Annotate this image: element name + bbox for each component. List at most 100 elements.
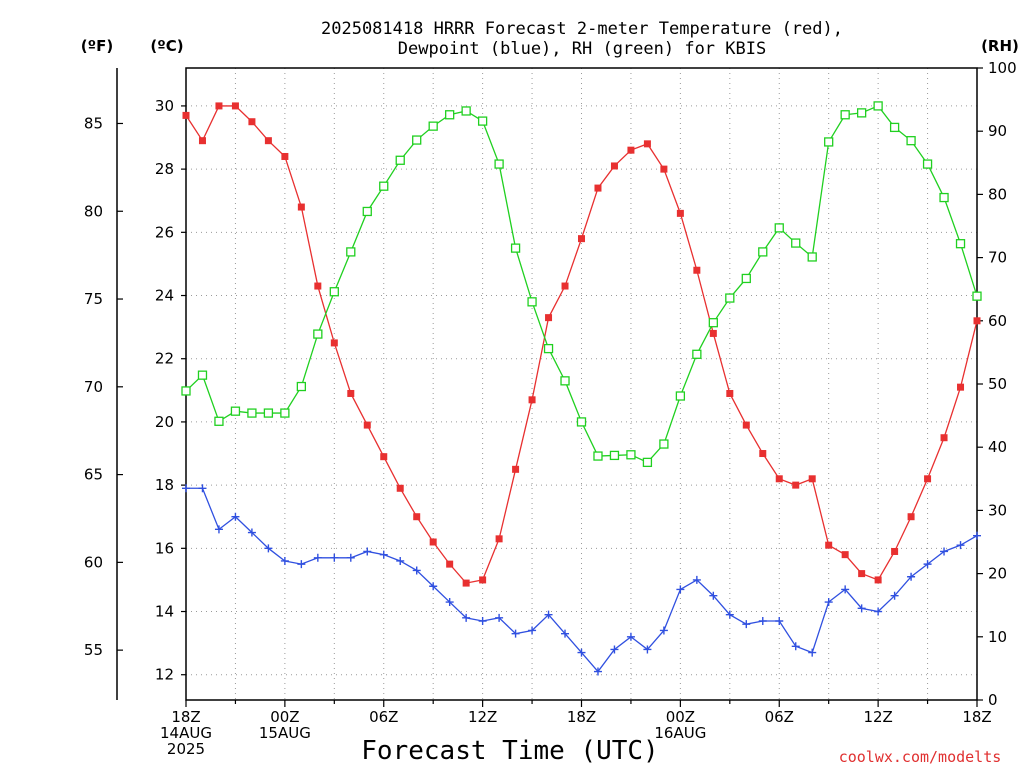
x-tick-label: 06Z: [369, 708, 398, 726]
celsius-tick-label: 28: [155, 160, 174, 178]
rh-point: [675, 391, 686, 401]
grid-lines: [186, 68, 977, 700]
temperature-point: [231, 102, 239, 110]
rh-tick-label: 60: [988, 312, 1007, 330]
dewpoint-point: [676, 585, 685, 594]
rh-point: [527, 297, 537, 307]
rh-point: [708, 318, 718, 328]
dewpoint-point: [231, 512, 240, 521]
temperature-point: [479, 576, 487, 584]
fahrenheit-tick-label: 80: [84, 202, 103, 220]
rh-point: [346, 247, 356, 257]
fahrenheit-tick-label: 85: [84, 114, 103, 132]
fahrenheit-tick-label: 65: [84, 466, 103, 484]
dewpoint-point: [379, 550, 388, 559]
temperature-line: [185, 105, 978, 584]
celsius-tick-label: 14: [155, 603, 174, 621]
temperature-point: [808, 475, 816, 483]
temperature-point: [610, 162, 618, 170]
dewpoint-point: [808, 648, 817, 657]
dewpoint-point: [857, 604, 866, 613]
chart-title-line-2: Dewpoint (blue), RH (green) for KBIS: [398, 39, 766, 59]
temperature-point: [775, 475, 783, 483]
temperature-point: [330, 339, 338, 347]
temperature-point: [396, 484, 404, 492]
dewpoint-point: [626, 632, 635, 641]
rh-point: [263, 408, 274, 418]
temperature-point: [215, 102, 223, 110]
rh-point: [461, 106, 471, 116]
rh-point: [626, 450, 636, 460]
temperature-point: [429, 538, 437, 546]
temperature-point: [462, 579, 470, 587]
rh-point: [428, 121, 438, 131]
rh-tick-label: 80: [988, 185, 1007, 203]
dewpoint-point: [890, 591, 899, 600]
temperature-point: [248, 118, 256, 126]
dewpoint-point: [643, 645, 652, 654]
celsius-tick-label: 26: [155, 223, 174, 241]
dewpoint-point: [429, 582, 438, 591]
dewpoint-point: [478, 617, 487, 625]
rh-point: [214, 416, 224, 426]
rh-point: [922, 159, 933, 169]
rh-tick-label: 90: [988, 122, 1007, 140]
dewpoint-point: [264, 544, 273, 553]
temperature-point: [446, 560, 454, 568]
temperature-point: [726, 389, 734, 397]
temperature-point: [314, 282, 322, 290]
dewpoint-point: [462, 613, 471, 622]
dewpoint-point: [742, 620, 751, 629]
dewpoint-point: [610, 645, 619, 654]
temperature-point: [709, 329, 717, 337]
credit-text[interactable]: coolwx.com/modelts: [839, 748, 1002, 766]
fahrenheit-tick-label: 70: [84, 378, 103, 396]
rh-point: [445, 110, 455, 120]
x-axis-label: Forecast Time (UTC): [361, 736, 658, 766]
rh-tick-label: 70: [988, 249, 1007, 267]
celsius-tick-label: 12: [155, 666, 174, 684]
rh-point: [412, 135, 422, 145]
temperature-point: [973, 317, 981, 325]
dewpoint-point: [973, 531, 981, 540]
dewpoint-point: [940, 547, 949, 556]
rh-point: [609, 450, 620, 461]
rh-point: [181, 386, 191, 396]
rh-point: [230, 406, 241, 416]
celsius-tick-label: 20: [155, 413, 174, 431]
dewpoint-point: [313, 553, 322, 562]
temperature-point: [281, 152, 289, 160]
rh-point: [477, 116, 488, 126]
dewpoint-point: [198, 484, 207, 493]
rh-point: [379, 181, 389, 191]
rh-point: [197, 370, 208, 380]
temperature-point: [676, 209, 684, 217]
dewpoint-point: [725, 610, 734, 619]
dewpoint-point: [692, 575, 701, 584]
temperature-point: [742, 421, 750, 429]
dewpoint-point: [709, 591, 718, 600]
dewpoint-point: [214, 525, 223, 534]
rh-point: [758, 247, 768, 257]
temperature-point: [545, 314, 553, 322]
dewpoint-point: [544, 610, 553, 619]
rh-point: [741, 273, 751, 284]
rh-point: [972, 291, 982, 301]
dewpoint-series: [182, 484, 981, 676]
rh-tick-label: 100: [988, 59, 1017, 77]
temperature-point: [891, 547, 899, 555]
rh-point: [313, 329, 323, 339]
rh-point: [494, 159, 504, 169]
rh-tick-label: 20: [988, 565, 1007, 583]
rh-point: [791, 238, 801, 248]
x-tick-label: 12Z: [468, 708, 497, 726]
temperature-point: [198, 137, 206, 145]
dewpoint-point: [659, 626, 668, 635]
temperature-point: [924, 475, 932, 483]
dewpoint-point: [791, 642, 800, 651]
fahrenheit-tick-label: 75: [84, 290, 103, 308]
dewpoint-point: [445, 598, 454, 607]
x-tick-label: 18Z: [962, 708, 991, 726]
rh-point: [247, 408, 257, 418]
temperature-point: [940, 434, 948, 442]
